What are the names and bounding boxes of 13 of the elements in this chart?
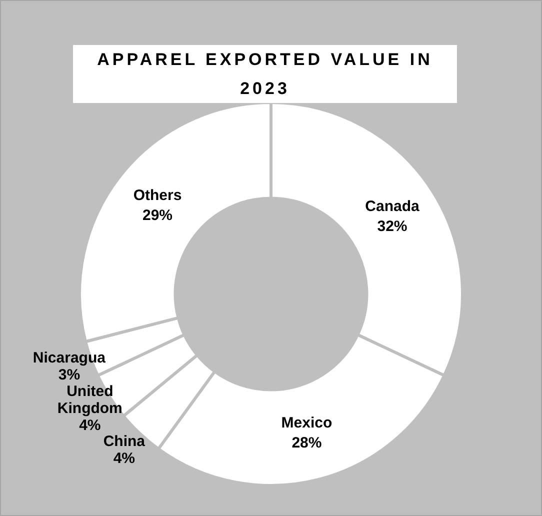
- slice-label: United Kingdom: [57, 383, 122, 418]
- slice-label: Mexico: [281, 414, 332, 432]
- data-label: 28%: [292, 434, 322, 452]
- data-label: 3%: [58, 366, 80, 384]
- slice-label: Nicaragua: [32, 349, 106, 366]
- chart-title: APPAREL EXPORTED VALUE IN 2023: [73, 45, 457, 103]
- slice-label: China: [103, 432, 146, 450]
- slice-label: Others: [133, 187, 182, 204]
- data-label: 4%: [79, 417, 101, 434]
- slice-label: Canada: [365, 198, 420, 216]
- data-label: 29%: [142, 207, 173, 224]
- data-label: 4%: [113, 450, 136, 467]
- data-label: 32%: [377, 218, 408, 236]
